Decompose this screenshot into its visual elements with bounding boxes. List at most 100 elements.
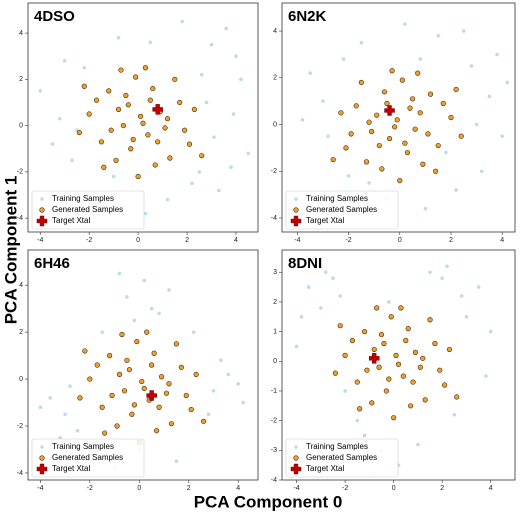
legend-label: Target Xtal <box>52 216 90 225</box>
point <box>129 411 135 417</box>
point <box>239 77 243 82</box>
point <box>374 305 380 311</box>
point <box>404 149 411 156</box>
point <box>469 64 474 68</box>
point <box>422 397 428 403</box>
point <box>330 156 336 163</box>
y-tick-label: -4 <box>271 215 277 222</box>
legend-swatch <box>40 197 44 201</box>
point <box>366 119 372 125</box>
point <box>337 323 343 329</box>
point <box>319 306 323 310</box>
point <box>479 169 484 174</box>
point <box>308 71 312 75</box>
point <box>323 270 328 275</box>
x-tick-label: -4 <box>294 237 300 244</box>
y-tick-label: -4 <box>17 215 23 222</box>
y-tick-label: 4 <box>273 28 277 35</box>
x-axis-label: PCA Component 0 <box>194 492 343 511</box>
y-tick-label: 0 <box>19 122 23 129</box>
point <box>384 100 390 107</box>
point <box>407 105 413 111</box>
point <box>437 367 443 373</box>
legend-label: Generated Samples <box>306 453 377 462</box>
point <box>106 88 112 94</box>
point <box>76 129 82 136</box>
legend-label: Generated Samples <box>52 205 123 214</box>
point <box>392 124 398 130</box>
y-tick-label: 1 <box>273 328 277 335</box>
point <box>157 311 161 316</box>
point <box>444 150 448 155</box>
point <box>409 96 416 102</box>
legend-label: Training Samples <box>52 194 114 203</box>
point <box>108 127 114 133</box>
point <box>369 400 375 406</box>
point <box>130 136 136 143</box>
point <box>459 294 464 298</box>
point <box>165 197 170 202</box>
point <box>369 128 375 135</box>
legend-label: Generated Samples <box>52 453 123 462</box>
point <box>349 337 355 344</box>
point <box>403 22 407 26</box>
legend-label: Target Xtal <box>306 216 344 225</box>
y-tick-label: -4 <box>271 477 277 484</box>
point <box>364 367 370 373</box>
point <box>412 126 418 132</box>
point <box>146 390 157 401</box>
point <box>125 102 131 108</box>
subplot: -4 -2 0 2 4 -4 -2 0 2 4 6H46 Training Samples Genera… <box>17 249 259 492</box>
point <box>119 331 125 338</box>
legend-box <box>31 438 145 478</box>
point <box>172 76 178 82</box>
legend-swatch <box>40 445 44 449</box>
point <box>209 42 214 47</box>
point <box>399 77 405 83</box>
point <box>177 99 183 106</box>
point <box>152 104 163 115</box>
x-tick-label: 4 <box>500 237 504 244</box>
point <box>132 318 137 323</box>
point <box>142 65 149 71</box>
point <box>154 428 160 434</box>
point <box>405 326 411 332</box>
point <box>114 423 120 429</box>
point <box>115 106 122 113</box>
point <box>381 340 387 347</box>
point <box>361 329 368 335</box>
point <box>488 329 493 334</box>
point <box>299 314 304 319</box>
point <box>306 285 311 289</box>
point <box>410 379 416 385</box>
x-tick-label: 0 <box>392 485 396 492</box>
y-tick-label: -2 <box>17 169 23 176</box>
point <box>107 353 113 359</box>
point <box>440 100 446 107</box>
y-axis-label: PCA Component 1 <box>1 176 20 325</box>
point <box>343 389 347 393</box>
point <box>402 140 408 146</box>
y-tick-label: 3 <box>273 269 277 276</box>
point <box>332 370 338 376</box>
x-tick-label: 2 <box>440 485 444 492</box>
point <box>58 116 62 121</box>
point <box>98 139 105 145</box>
point <box>167 155 173 161</box>
point <box>383 388 389 394</box>
point <box>427 317 433 323</box>
point <box>338 110 344 116</box>
point <box>445 264 449 269</box>
point <box>400 373 406 379</box>
point <box>173 341 179 347</box>
point <box>362 433 367 438</box>
subplot: -4 -2 0 2 4 -4 -2 0 2 4 4DSO Training Samples Genera… <box>17 2 259 244</box>
point <box>109 392 115 399</box>
point <box>118 67 124 73</box>
y-tick-label: 4 <box>19 30 23 37</box>
point <box>420 355 426 361</box>
point <box>158 374 165 380</box>
point <box>137 113 144 119</box>
point <box>343 145 349 151</box>
